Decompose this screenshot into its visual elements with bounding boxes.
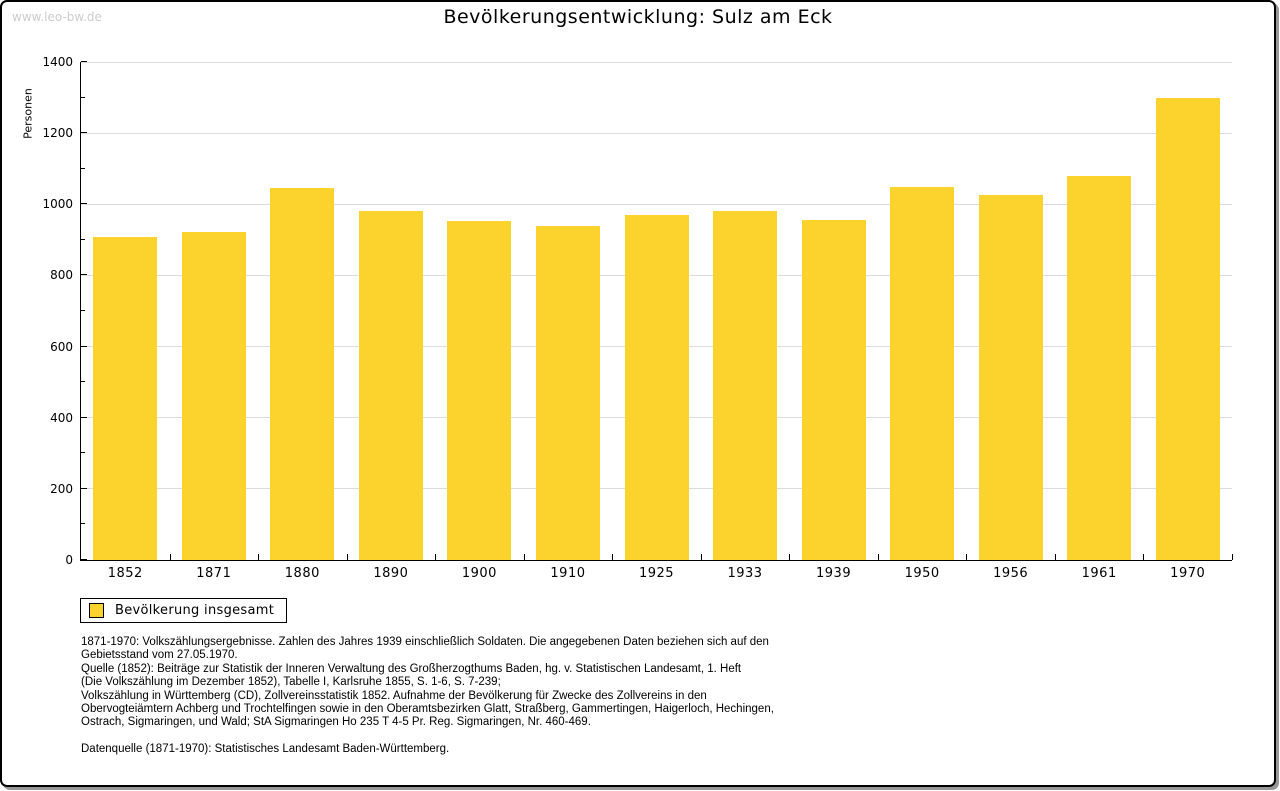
bar bbox=[713, 211, 778, 560]
source-note-line: 1871-1970: Volkszählungsergebnisse. Zahl… bbox=[81, 636, 769, 648]
x-axis-tick bbox=[612, 554, 613, 560]
gridline bbox=[81, 203, 1232, 205]
x-axis-category-label: 1961 bbox=[1081, 566, 1117, 581]
bar bbox=[624, 215, 689, 560]
y-axis-tick bbox=[81, 381, 85, 383]
bar bbox=[801, 220, 866, 560]
x-axis-tick bbox=[789, 554, 790, 560]
source-note-line: (Die Volkszählung im Dezember 1852), Tab… bbox=[81, 676, 501, 689]
bar bbox=[890, 187, 955, 560]
x-axis-category-label: 1871 bbox=[196, 566, 232, 581]
x-axis-tick bbox=[1232, 554, 1233, 560]
source-note-line: Datenquelle (1871-1970): Statistisches L… bbox=[81, 743, 450, 756]
x-axis-tick bbox=[1055, 554, 1056, 560]
bar bbox=[270, 188, 335, 560]
x-axis-tick bbox=[701, 554, 702, 560]
x-axis-category-label: 1956 bbox=[993, 566, 1029, 581]
y-axis-tick-label: 1000 bbox=[42, 197, 73, 212]
chart-title: Bevölkerungsentwicklung: Sulz am Eck bbox=[443, 6, 833, 28]
y-axis-tick bbox=[81, 310, 85, 311]
source-note-line: Obervogteiämtern Achberg und Trochtelfin… bbox=[81, 703, 774, 716]
y-axis-tick-label: 600 bbox=[50, 339, 73, 354]
y-axis-tick bbox=[81, 96, 85, 98]
source-note-line: Ostrach, Sigmaringen, und Wald; StA Sigm… bbox=[81, 716, 591, 729]
x-axis-tick bbox=[878, 554, 879, 560]
y-axis-tick-label: 1400 bbox=[42, 55, 73, 69]
y-axis-tick bbox=[81, 132, 87, 134]
source-note-line: Quelle (1852): Beiträge zur Statistik de… bbox=[81, 662, 742, 675]
y-axis-tick-label: 0 bbox=[65, 553, 73, 567]
site-watermark: www.leo-bw.de bbox=[12, 10, 102, 24]
gridline bbox=[81, 132, 1232, 134]
y-axis-tick bbox=[81, 452, 85, 454]
x-axis-category-label: 1933 bbox=[727, 566, 763, 581]
legend: Bevölkerung insgesamt bbox=[80, 598, 288, 623]
y-axis-tick bbox=[81, 274, 87, 276]
legend-swatch-icon bbox=[89, 603, 104, 618]
y-axis-tick-label: 200 bbox=[50, 481, 73, 496]
bar bbox=[535, 226, 600, 560]
x-axis-category-label: 1970 bbox=[1170, 566, 1206, 581]
y-axis-tick bbox=[81, 61, 87, 62]
y-axis-tick bbox=[81, 487, 87, 489]
bar bbox=[447, 221, 512, 560]
x-axis-tick bbox=[258, 554, 259, 560]
x-axis-tick bbox=[435, 554, 436, 560]
plot-area: 0 200 400 600 800 1000 1200 1400 1852 1871 1880 189… bbox=[42, 55, 1233, 581]
source-note-line: Gebietsstand vom 27.05.1970. bbox=[81, 649, 238, 662]
x-axis-tick bbox=[347, 554, 348, 560]
y-axis-tick-label: 800 bbox=[50, 268, 73, 283]
x-axis-category-label: 1880 bbox=[284, 566, 320, 581]
x-axis-category-label: 1939 bbox=[816, 566, 852, 581]
x-axis-tick bbox=[170, 554, 171, 560]
x-axis-category-label: 1900 bbox=[461, 566, 497, 581]
gridline bbox=[81, 61, 1232, 63]
bar bbox=[1155, 98, 1220, 560]
y-axis-tick bbox=[81, 167, 85, 169]
source-notes: 1871-1970: Volkszählungsergebnisse. Zahl… bbox=[81, 636, 941, 757]
y-axis-tick bbox=[81, 523, 85, 525]
legend-label: Bevölkerung insgesamt bbox=[115, 603, 275, 618]
y-axis-tick-label: 1200 bbox=[42, 126, 73, 141]
bar bbox=[358, 211, 423, 560]
source-note-line bbox=[81, 730, 941, 743]
y-axis-tick bbox=[81, 203, 87, 205]
bar bbox=[978, 195, 1043, 560]
bar bbox=[1067, 176, 1132, 560]
x-axis-category-label: 1890 bbox=[373, 566, 409, 581]
x-axis-tick bbox=[966, 554, 967, 560]
y-axis-tick bbox=[81, 416, 87, 418]
x-axis-category-label: 1950 bbox=[904, 566, 940, 581]
x-axis-category-label: 1852 bbox=[107, 566, 143, 581]
y-axis-tick bbox=[81, 238, 85, 240]
y-axis-title: Personen bbox=[21, 88, 35, 139]
y-axis-tick bbox=[81, 559, 87, 560]
y-axis-tick-label: 400 bbox=[50, 410, 73, 425]
x-axis-category-label: 1910 bbox=[550, 566, 586, 581]
y-axis-tick bbox=[81, 345, 87, 347]
x-axis-tick bbox=[524, 554, 525, 560]
bar bbox=[93, 237, 158, 560]
source-note-line: Volkszählung in Württemberg (CD), Zollve… bbox=[81, 689, 707, 702]
x-axis-category-label: 1925 bbox=[638, 566, 675, 581]
bar bbox=[181, 232, 246, 560]
x-axis-tick bbox=[1143, 554, 1144, 560]
